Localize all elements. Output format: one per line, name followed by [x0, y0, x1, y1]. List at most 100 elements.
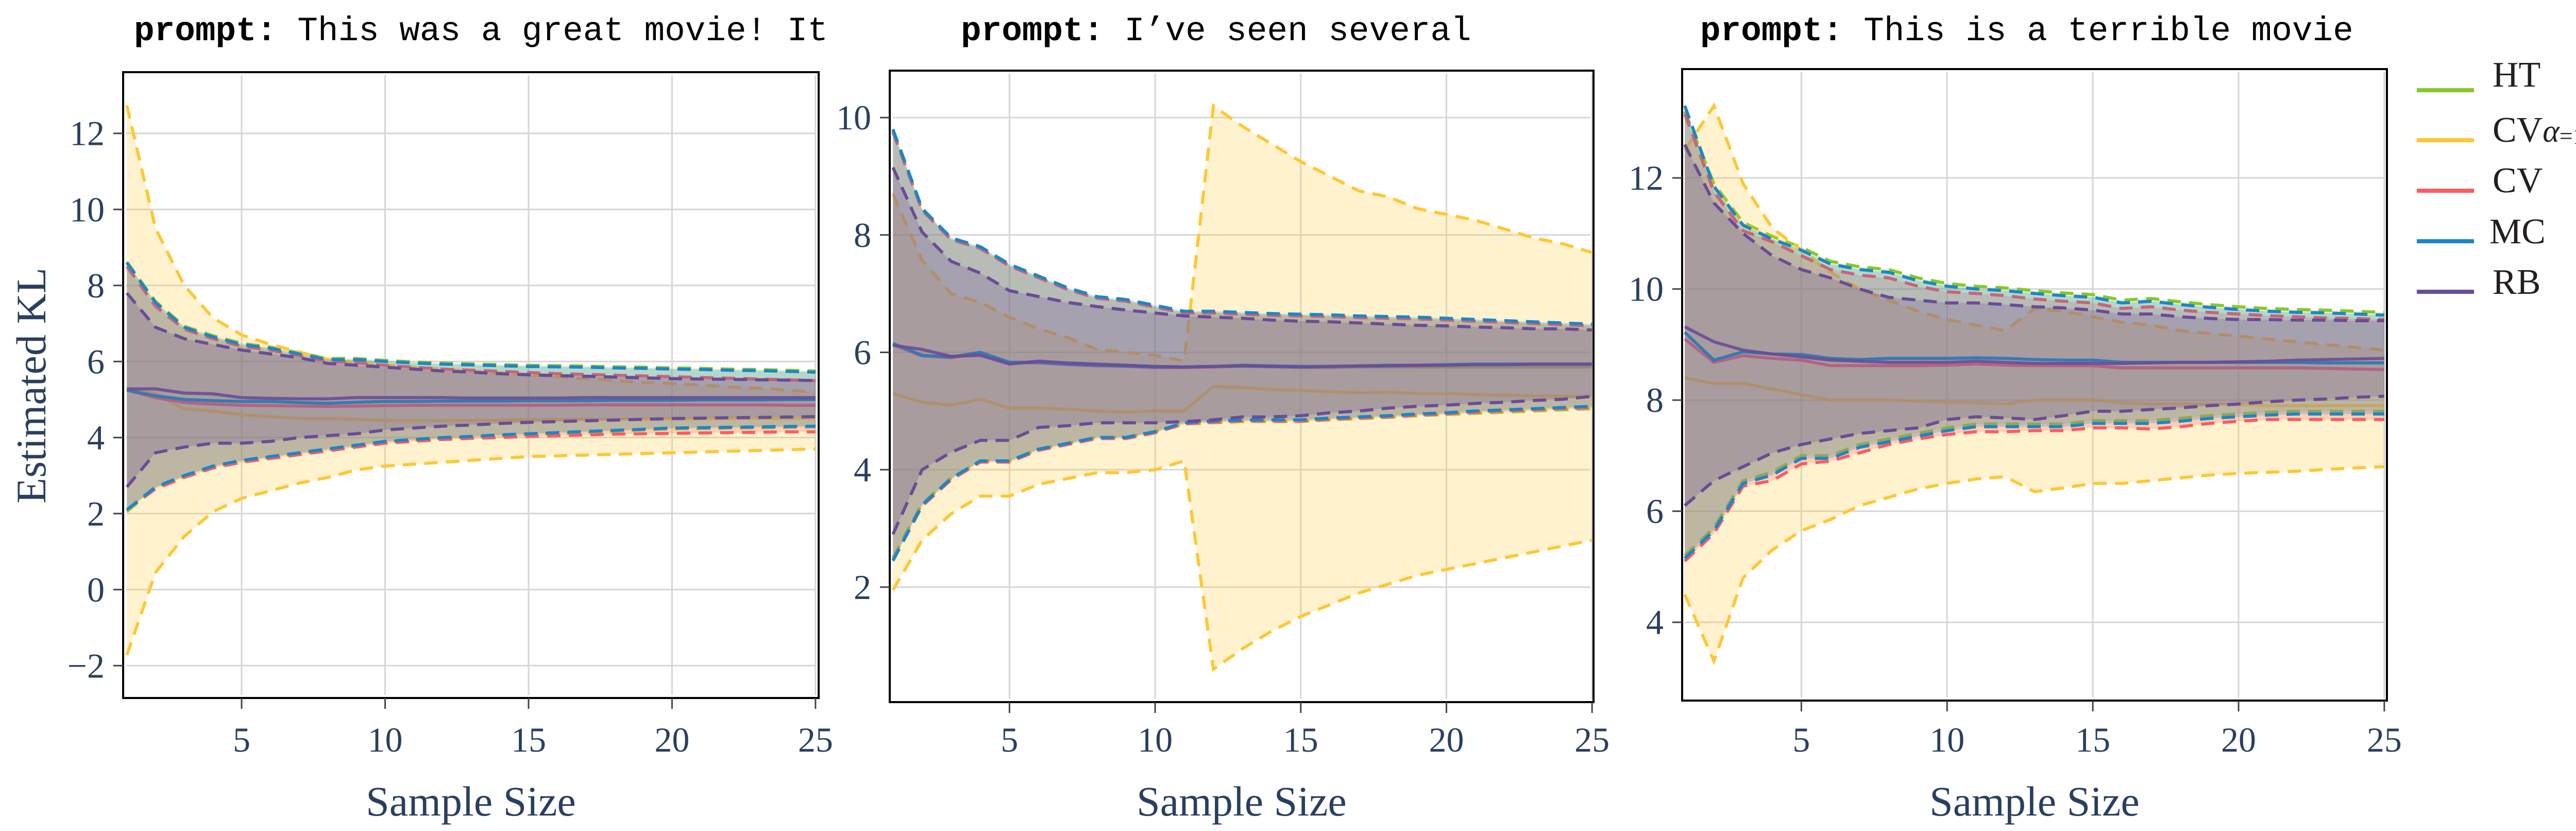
panel-2-axes-frame: [889, 70, 1595, 703]
panel-2-x-tick-label: 10: [1138, 720, 1173, 759]
panel-1-y-tick-label: 10: [70, 190, 105, 229]
panel-1-ht-band: [127, 262, 816, 512]
panel-3-rb-lower-line: [1684, 394, 2385, 507]
panel-2-x-tick-label: 25: [1574, 720, 1609, 759]
panel-2-cv-alpha-upper-line: [891, 103, 1593, 363]
panel-3-y-tick-label: 8: [1646, 380, 1664, 420]
legend-item-mc[interactable]: MC: [2417, 212, 2546, 252]
panel-3-cv-band: [1685, 114, 2384, 561]
legend: HT CVα=1 CV MC RB: [2417, 55, 2576, 302]
panel-1-y-axis-title: Estimated KL: [8, 268, 55, 504]
panels: 5 10 15 20 25 −2 0 2 4 6 8 10 12 5 10 15 20 25 2 4 6 8 10 5 10 15…: [67, 68, 2402, 759]
panel-1-x-tick-label: 10: [367, 720, 402, 759]
panel-3-cv-alpha-band: [1685, 106, 2384, 661]
panel-1-x-tick-label: 25: [798, 720, 833, 759]
panel-2-y-tick-label: 8: [854, 215, 871, 255]
panel-1-y-tick-label: 12: [70, 114, 105, 153]
panel-2-x-tick-label: 15: [1283, 720, 1318, 759]
panel-3-title-prefix: prompt:: [1700, 12, 1843, 51]
panel-3-y-tick-label: 4: [1646, 603, 1664, 642]
panel-1-title-text: This was a great movie! It: [297, 12, 828, 51]
panel-3-plot-area: [1683, 102, 2385, 666]
panel-2-y-tick-label: 2: [854, 568, 871, 607]
panel-3-x-tick-label: 15: [2075, 720, 2110, 759]
panel-3-axes-frame: [1681, 68, 2388, 702]
panel-1-cv-alpha-lower-line: [125, 447, 816, 656]
panel-2-cv-alpha-mean-line: [892, 385, 1592, 414]
panel-3-title-text: This is a terrible movie: [1863, 12, 2353, 51]
panel-2-rb-upper-line: [891, 167, 1592, 332]
panel-1-cv-lower-line: [126, 430, 816, 511]
panel-2-title: prompt: I’ve seen several: [961, 12, 1471, 51]
legend-item-cv-alpha[interactable]: CVα=1: [2417, 110, 2576, 150]
panel-1-y-tick-label: 8: [87, 266, 105, 305]
panel-3-title: prompt: This is a terrible movie: [1700, 12, 2353, 51]
panel-3-ht-lower-line: [1684, 409, 2384, 557]
panel-1-y-tick-label: −2: [67, 646, 105, 685]
panel-3-x-tick-label: 20: [2221, 720, 2256, 759]
legend-label-cv-alpha-sub: =1: [2560, 123, 2576, 149]
panel-1-title-prefix: prompt:: [134, 12, 277, 51]
panel-1-rb-upper-line: [125, 292, 816, 383]
panel-3-x-tick-label: 25: [2367, 720, 2402, 759]
legend-item-rb[interactable]: RB: [2417, 262, 2540, 302]
panel-3-x-tick-label: 10: [1929, 720, 1964, 759]
panel-2-mc-band: [893, 129, 1592, 561]
panel-3-mc-band: [1685, 106, 2384, 559]
panel-2-x-tick-label: 5: [1001, 720, 1018, 759]
panel-2-cv-upper-line: [891, 131, 1592, 328]
panel-2-y-tick-label: 4: [854, 450, 871, 489]
panel-3-y-tick-label: 10: [1629, 270, 1664, 309]
panel-3-rb-mean-line: [1684, 325, 2384, 365]
legend-item-cv[interactable]: CV: [2417, 161, 2543, 201]
panel-2-x-tick-label: 20: [1429, 720, 1464, 759]
panel-3-y-tick-label: 6: [1646, 492, 1664, 531]
panel-2-y-tick-label: 10: [836, 98, 871, 137]
panel-3-cv-upper-line: [1683, 113, 2385, 321]
panel-1-rb-band: [127, 293, 816, 487]
legend-label-rb: RB: [2493, 262, 2540, 302]
panel-2-mc-lower-line: [891, 405, 1592, 561]
panel-1-y-tick-label: 6: [87, 342, 105, 381]
panel-3-y-tick-label: 12: [1629, 158, 1664, 197]
panel-2-plot-area: [891, 103, 1593, 672]
panel-3-rb-band: [1685, 144, 2384, 506]
panel-3-x-tick-label: 5: [1792, 720, 1810, 759]
panel-2-title-prefix: prompt:: [961, 12, 1104, 51]
panel-2-ht-band: [893, 130, 1592, 558]
legend-label-cv-alpha-main: CV: [2493, 110, 2543, 150]
panel-1-mc-lower-line: [126, 424, 816, 511]
panel-3-cv-lower-line: [1684, 418, 2384, 562]
panel-1-mc-upper-line: [125, 261, 816, 374]
legend-item-ht[interactable]: HT: [2417, 55, 2540, 95]
legend-label-mc: MC: [2489, 212, 2546, 252]
panel-1-x-tick-label: 15: [511, 720, 546, 759]
panel-1-cv-band: [127, 266, 816, 510]
panel-1-axes-frame: [122, 71, 820, 699]
legend-label-cv-alpha-symbol: α: [2543, 114, 2560, 149]
panel-3-ht-band: [1685, 111, 2384, 556]
panel-3-cv-alpha-lower-line: [1683, 465, 2385, 666]
panel-2-cv-alpha-lower-line: [891, 459, 1592, 672]
panel-3-cv-alpha-mean-line: [1684, 376, 2384, 407]
panel-1-rb-mean-line: [127, 387, 816, 401]
panel-3-mc-upper-line: [1683, 105, 2385, 317]
panel-2-rb-band: [893, 167, 1592, 535]
panel-1-y-tick-label: 4: [87, 418, 105, 457]
panel-1-cv-mean-line: [126, 388, 816, 408]
panel-1-title: prompt: This was a great movie! It: [134, 12, 828, 51]
panel-1-mc-band: [127, 262, 816, 510]
panel-2-cv-band: [893, 132, 1592, 561]
panel-2-rb-lower-line: [891, 394, 1592, 535]
panel-3-mc-lower-line: [1684, 412, 2384, 560]
panel-3-cv-mean-line: [1684, 338, 2384, 371]
panel-1-y-tick-label: 2: [87, 494, 105, 533]
panel-2-rb-mean-line: [892, 343, 1592, 369]
panel-2: 5 10 15 20 25 2 4 6 8 10: [836, 70, 1609, 759]
panel-2-title-text: I’ve seen several: [1124, 12, 1471, 51]
panel-1-y-tick-label: 0: [87, 570, 105, 609]
panel-2-y-tick-label: 6: [854, 333, 871, 372]
panel-3-rb-upper-line: [1683, 144, 2384, 323]
panel-2-x-axis-title: Sample Size: [1137, 778, 1347, 825]
